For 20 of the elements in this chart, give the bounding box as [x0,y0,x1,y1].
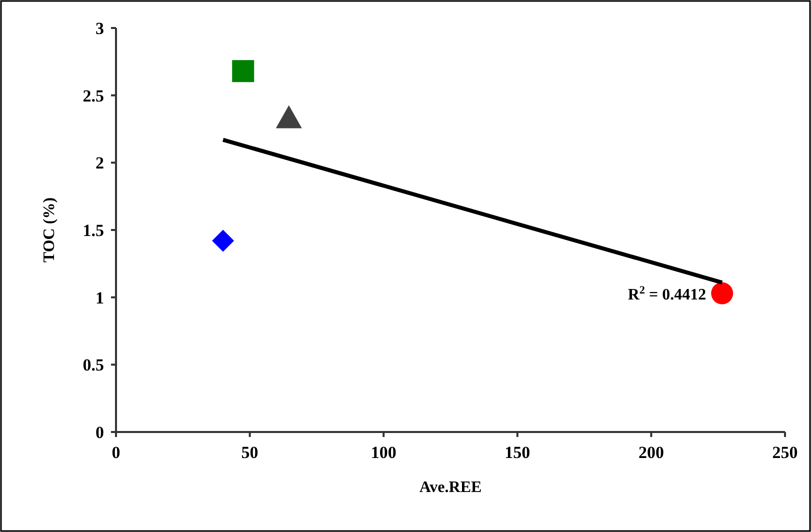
y-tick-label: 0.5 [82,356,104,375]
y-tick-label: 0 [96,422,104,442]
x-tick-label: 150 [504,443,530,462]
point [711,282,734,304]
point [276,105,302,128]
y-tick-label: 1 [96,288,104,308]
point [232,60,254,82]
annotation: R$^{2}$ = 0.4412 [628,284,706,304]
y-tick-label: 2 [96,154,104,173]
y-tick-label: 2.5 [82,86,104,106]
x-tick-label: 200 [638,443,664,462]
y-tick-label: 1.5 [82,220,104,240]
y-axis-title: TOC (%) [41,197,58,263]
x-tick-label: 0 [112,443,120,462]
x-tick-label: 250 [772,443,798,462]
y-tick-label: 3 [96,18,104,38]
x-axis-title: Ave.REE [419,479,482,496]
x-tick-label: 100 [370,443,396,462]
x-tick-label: 50 [241,443,258,462]
point [212,230,234,252]
